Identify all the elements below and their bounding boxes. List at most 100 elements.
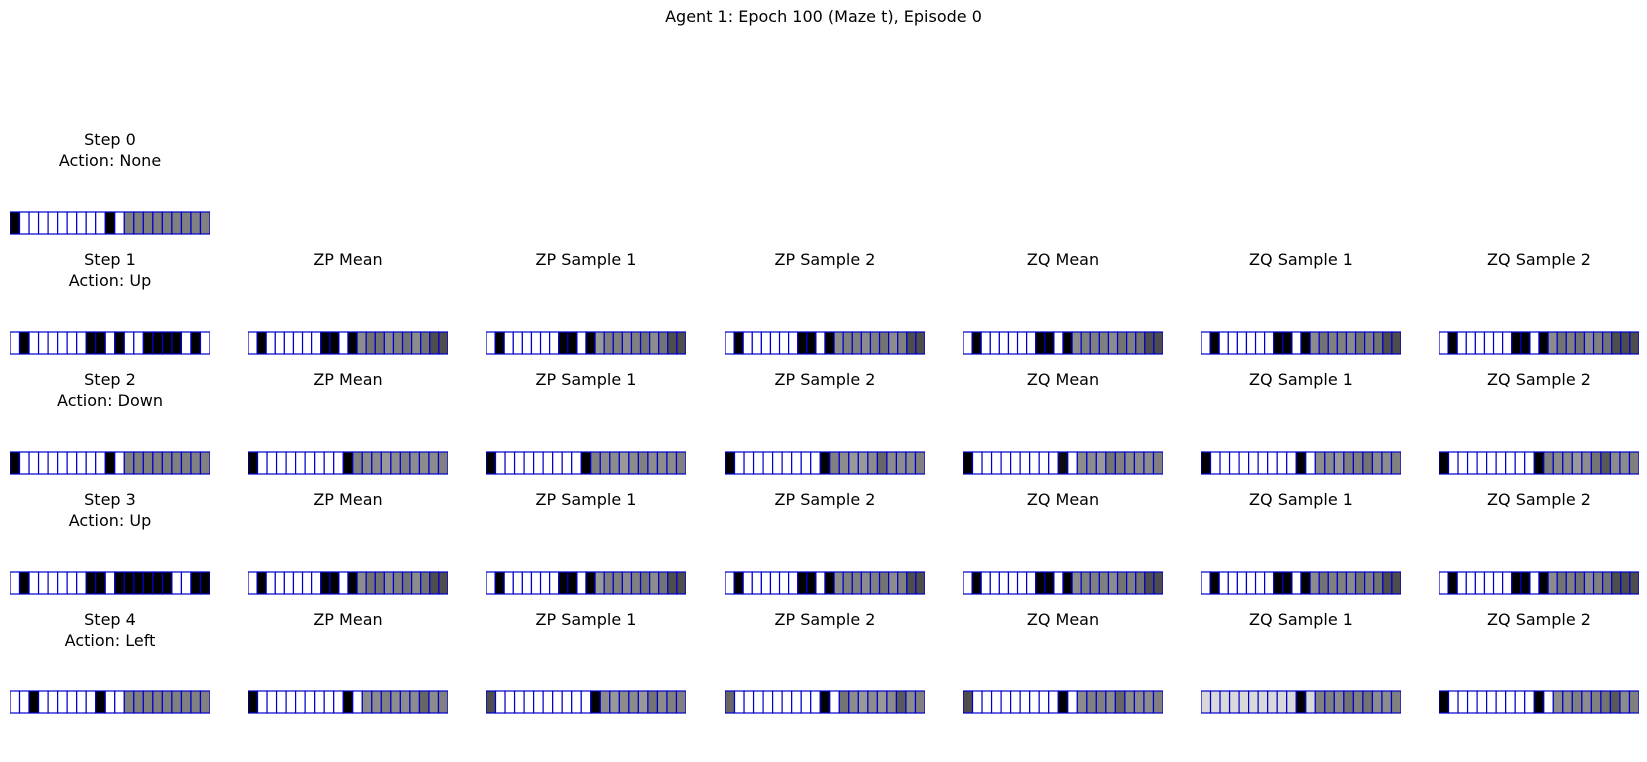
latent-cell — [639, 571, 651, 595]
latent-cell — [85, 690, 97, 714]
latent-cell — [361, 690, 373, 714]
latent-cell — [1314, 451, 1326, 475]
latent-cell — [1609, 690, 1621, 714]
panel-title: ZQ Sample 1 — [1249, 370, 1353, 389]
latent-cell — [486, 451, 497, 475]
latent-cell — [1381, 690, 1393, 714]
latent-cell — [628, 451, 639, 475]
latent-cell — [630, 331, 642, 355]
latent-cell — [1343, 690, 1354, 714]
latent-cell — [1227, 331, 1238, 355]
latent-cell — [85, 451, 97, 475]
latent-cell — [1105, 690, 1116, 714]
latent-cell — [1276, 451, 1288, 475]
latent-cell — [772, 690, 783, 714]
latent-cell — [10, 571, 21, 595]
latent-cell — [1439, 331, 1449, 355]
latent-cell — [1371, 451, 1383, 475]
latent-cell — [1114, 690, 1126, 714]
latent-cell — [549, 331, 560, 355]
latent-cell — [1076, 451, 1088, 475]
latent-cell — [658, 571, 669, 595]
latent-cell — [1439, 571, 1449, 595]
latent-cell — [539, 331, 551, 355]
latent-cell — [1333, 451, 1345, 475]
latent-cell — [383, 331, 395, 355]
latent-cell — [76, 690, 87, 714]
latent-strip-svg — [963, 331, 1163, 355]
latent-cell — [848, 451, 859, 475]
latent-cell — [1000, 690, 1012, 714]
latent-cell — [152, 571, 163, 595]
latent-cell — [1620, 331, 1631, 355]
latent-cell — [256, 571, 267, 595]
panel-title: ZP Sample 2 — [774, 250, 876, 269]
latent-cell — [1390, 690, 1401, 714]
latent-cell — [1019, 690, 1031, 714]
latent-cell — [867, 451, 878, 475]
latent-cell — [142, 690, 154, 714]
latent-cell — [275, 690, 287, 714]
latent-cell — [142, 331, 154, 355]
latent-cell — [180, 571, 192, 595]
latent-cell — [1124, 690, 1136, 714]
latent-cell — [630, 571, 642, 595]
latent-cell — [585, 331, 596, 355]
latent-cell — [171, 331, 183, 355]
latent-cell — [1071, 571, 1082, 595]
latent-cell — [576, 331, 587, 355]
latent-cell — [769, 331, 781, 355]
latent-cell — [180, 331, 192, 355]
latent-cell — [1543, 451, 1554, 475]
panel-title: ZQ Sample 2 — [1487, 370, 1591, 389]
latent-cell — [1483, 331, 1495, 355]
latent-cell — [800, 690, 812, 714]
latent-cell — [989, 571, 1000, 595]
latent-cell — [47, 451, 59, 475]
latent-cell — [1254, 571, 1266, 595]
latent-cell — [971, 331, 982, 355]
latent-cell — [420, 331, 431, 355]
latent-cell — [1010, 690, 1021, 714]
latent-cell — [666, 451, 678, 475]
latent-cell — [171, 451, 183, 475]
latent-cell — [639, 331, 651, 355]
latent-cell — [1502, 571, 1513, 595]
latent-cell — [1505, 451, 1516, 475]
latent-cell — [342, 690, 354, 714]
latent-cell — [66, 211, 78, 235]
latent-cell — [1583, 331, 1595, 355]
latent-cell — [906, 571, 917, 595]
latent-cell — [190, 451, 202, 475]
latent-cell — [1611, 331, 1622, 355]
latent-cell — [190, 211, 202, 235]
latent-cell — [295, 690, 306, 714]
latent-strip-svg — [1201, 690, 1401, 714]
latent-cell — [304, 690, 316, 714]
latent-cell — [1543, 690, 1554, 714]
latent-cell — [28, 451, 40, 475]
latent-cell — [1457, 690, 1469, 714]
panel-title: ZQ Sample 2 — [1487, 250, 1591, 269]
latent-cell — [1556, 331, 1567, 355]
latent-strip — [963, 690, 1163, 714]
latent-cell — [133, 331, 144, 355]
latent-cell — [1219, 451, 1231, 475]
latent-cell — [980, 331, 991, 355]
latent-cell — [1629, 571, 1639, 595]
latent-cell — [848, 690, 859, 714]
latent-strip-svg — [486, 571, 686, 595]
latent-cell — [797, 331, 808, 355]
latent-cell — [57, 451, 68, 475]
panel-title: ZQ Mean — [1026, 610, 1100, 629]
latent-cell — [333, 690, 344, 714]
latent-cell — [1552, 451, 1564, 475]
latent-cell — [371, 451, 382, 475]
latent-cell — [762, 451, 774, 475]
latent-cell — [494, 571, 505, 595]
latent-cell — [1382, 331, 1393, 355]
latent-cell — [1218, 571, 1229, 595]
latent-cell — [530, 331, 542, 355]
latent-cell — [199, 331, 210, 355]
latent-cell — [1143, 451, 1155, 475]
